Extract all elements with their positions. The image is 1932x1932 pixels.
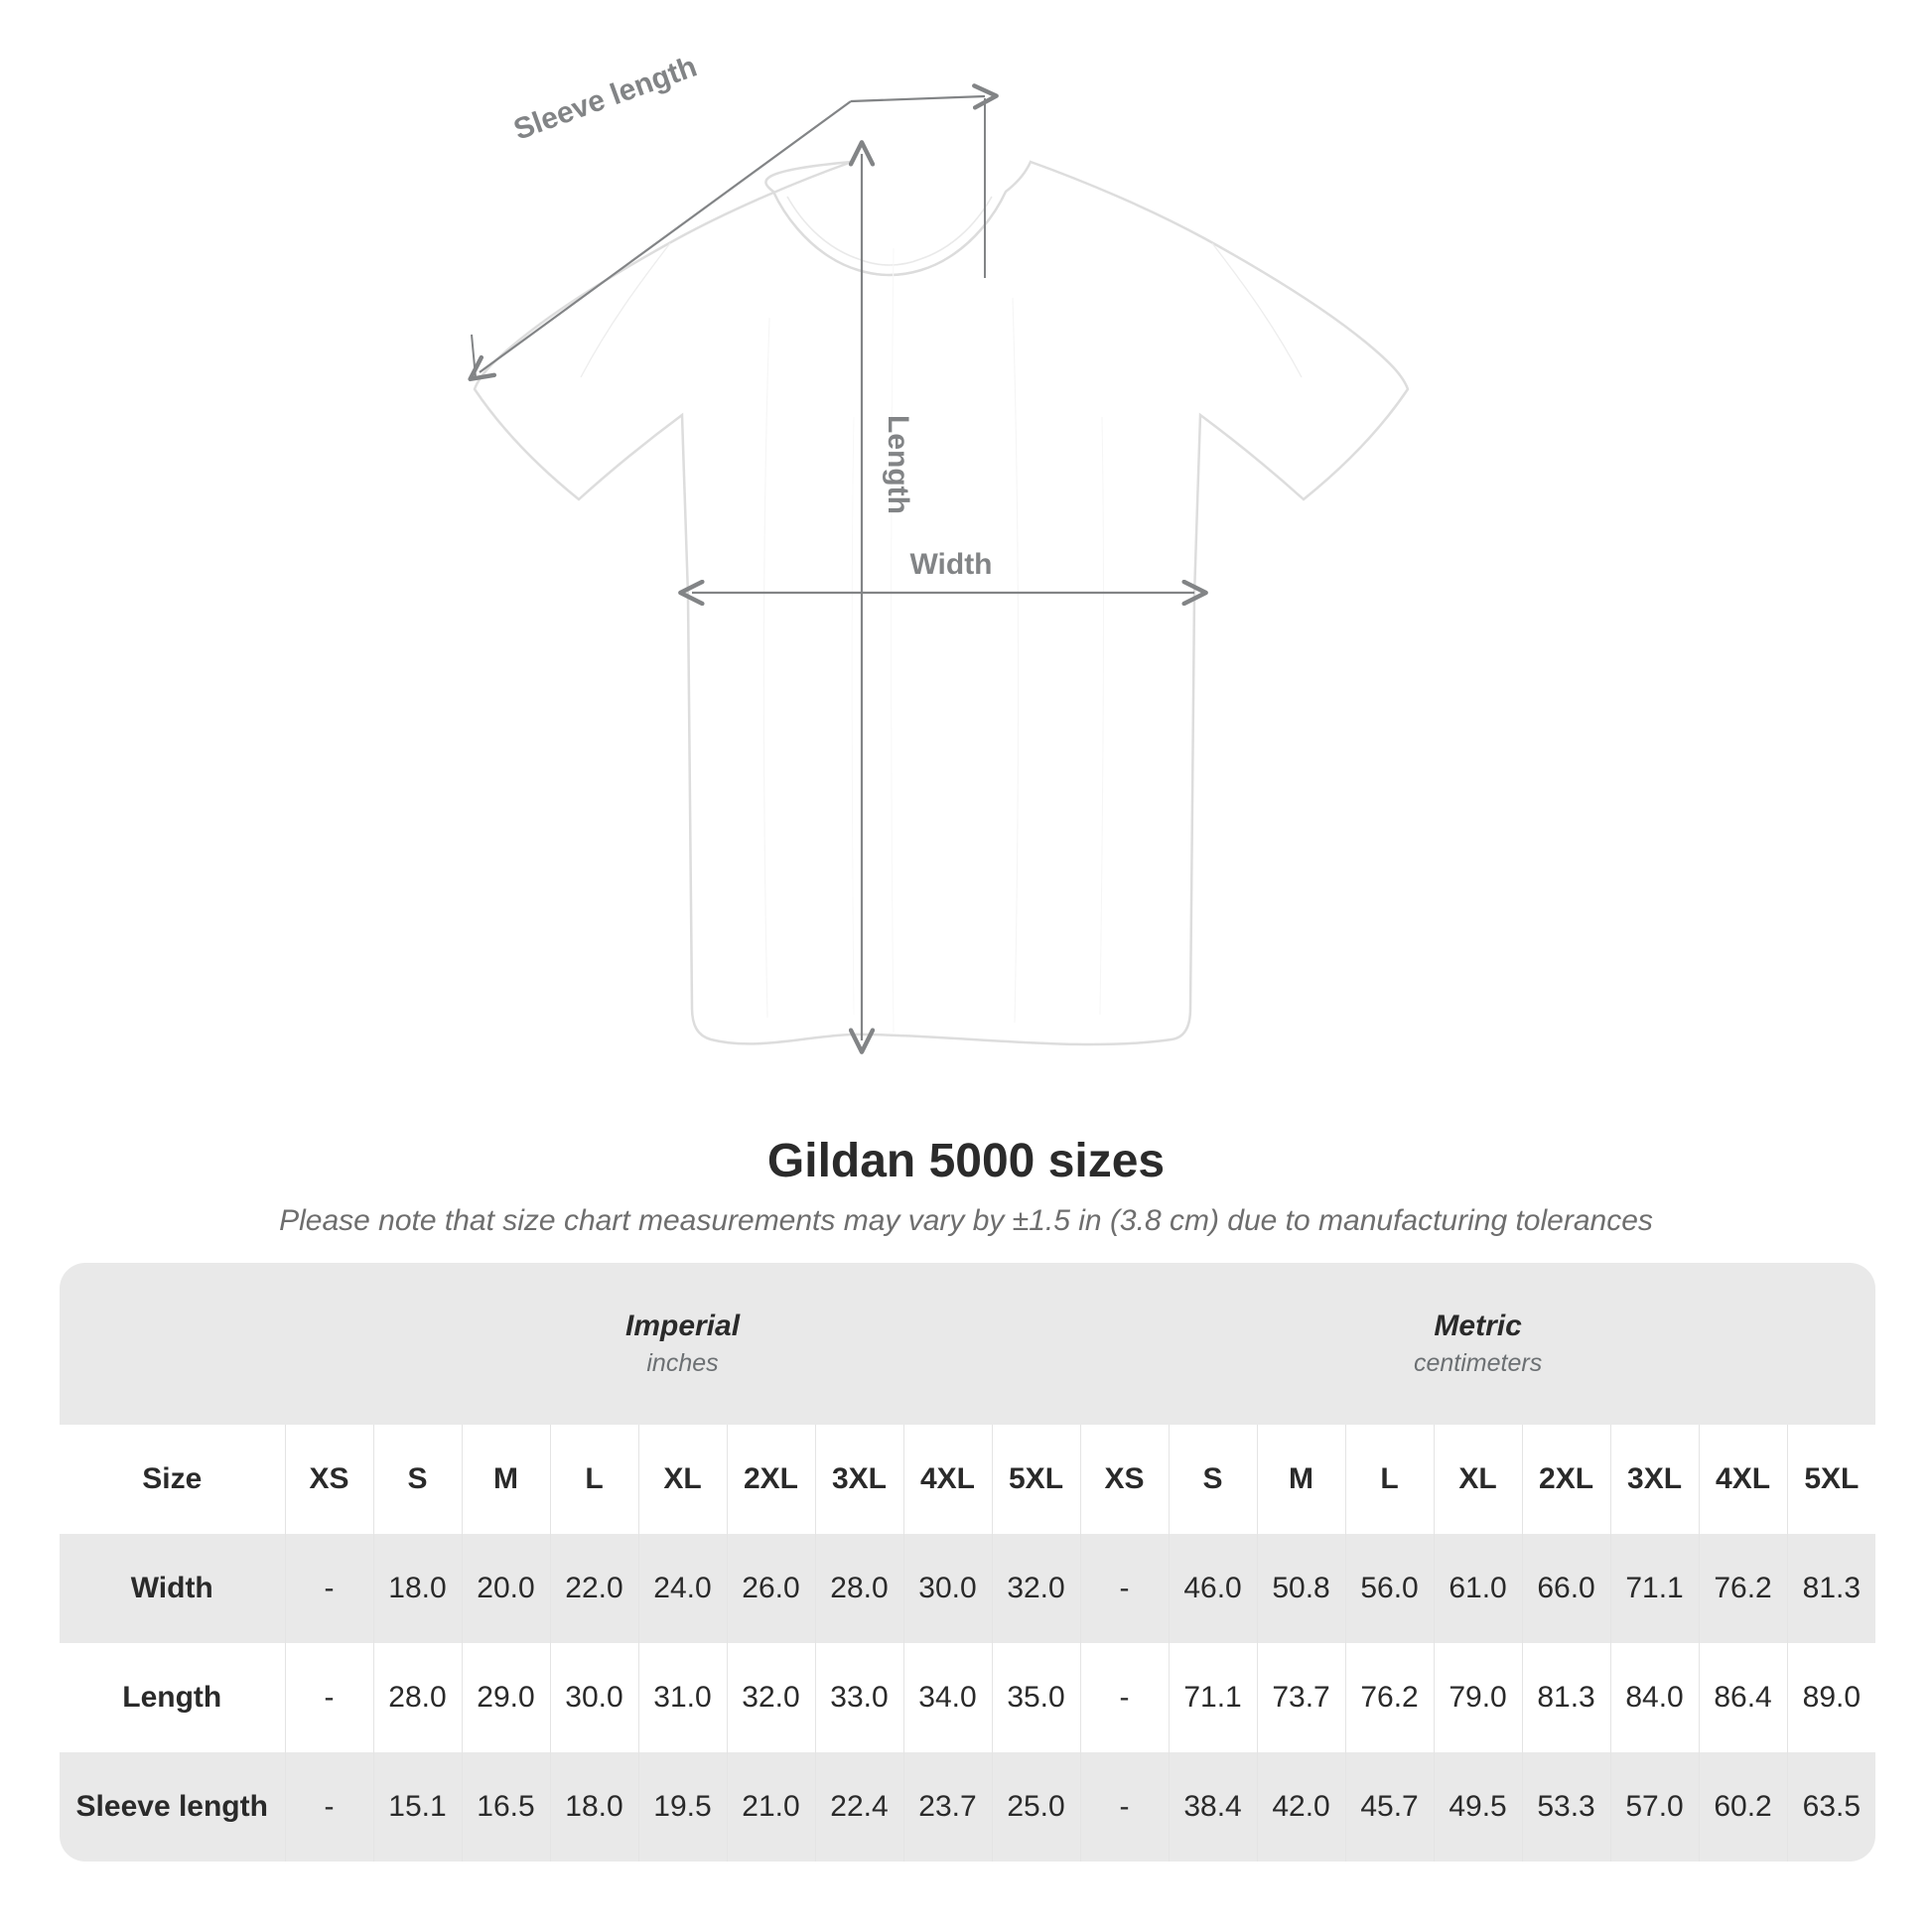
svg-text:Width: Width — [909, 548, 992, 581]
svg-text:Sleeve length: Sleeve length — [509, 50, 701, 146]
svg-text:Length: Length — [882, 415, 914, 514]
